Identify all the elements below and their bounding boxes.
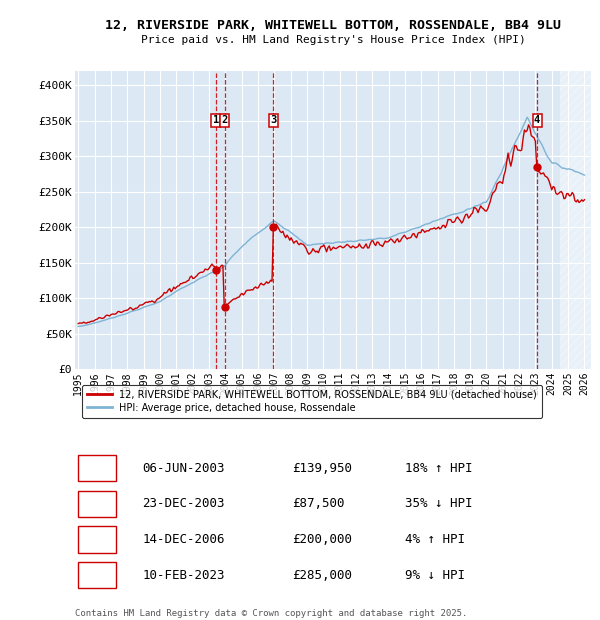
Text: Contains HM Land Registry data © Crown copyright and database right 2025.
This d: Contains HM Land Registry data © Crown c…: [75, 609, 467, 620]
FancyBboxPatch shape: [220, 114, 229, 127]
FancyBboxPatch shape: [77, 490, 116, 517]
Text: £200,000: £200,000: [292, 533, 352, 546]
Text: 2: 2: [93, 497, 101, 510]
Text: 06-JUN-2003: 06-JUN-2003: [142, 462, 224, 475]
Text: Price paid vs. HM Land Registry's House Price Index (HPI): Price paid vs. HM Land Registry's House …: [140, 35, 526, 45]
Bar: [560, 71, 591, 369]
Text: 3: 3: [93, 533, 101, 546]
Text: 1: 1: [212, 115, 219, 125]
Text: 10-FEB-2023: 10-FEB-2023: [142, 569, 224, 582]
Text: 12, RIVERSIDE PARK, WHITEWELL BOTTOM, ROSSENDALE, BB4 9LU: 12, RIVERSIDE PARK, WHITEWELL BOTTOM, RO…: [105, 19, 561, 32]
Text: 2: 2: [222, 115, 228, 125]
Text: 4: 4: [93, 569, 101, 582]
FancyBboxPatch shape: [77, 526, 116, 552]
Legend: 12, RIVERSIDE PARK, WHITEWELL BOTTOM, ROSSENDALE, BB4 9LU (detached house), HPI:: 12, RIVERSIDE PARK, WHITEWELL BOTTOM, RO…: [82, 385, 542, 418]
Text: 35% ↓ HPI: 35% ↓ HPI: [405, 497, 473, 510]
FancyBboxPatch shape: [269, 114, 278, 127]
Text: £139,950: £139,950: [292, 462, 352, 475]
Text: £285,000: £285,000: [292, 569, 352, 582]
Text: 1: 1: [93, 462, 101, 475]
Text: 9% ↓ HPI: 9% ↓ HPI: [405, 569, 465, 582]
Text: 23-DEC-2003: 23-DEC-2003: [142, 497, 224, 510]
Text: 18% ↑ HPI: 18% ↑ HPI: [405, 462, 473, 475]
FancyBboxPatch shape: [77, 562, 116, 588]
FancyBboxPatch shape: [77, 455, 116, 481]
FancyBboxPatch shape: [211, 114, 220, 127]
Text: 14-DEC-2006: 14-DEC-2006: [142, 533, 224, 546]
Text: 3: 3: [270, 115, 277, 125]
Text: 4% ↑ HPI: 4% ↑ HPI: [405, 533, 465, 546]
FancyBboxPatch shape: [533, 114, 542, 127]
Text: £87,500: £87,500: [292, 497, 344, 510]
Text: 4: 4: [534, 115, 540, 125]
